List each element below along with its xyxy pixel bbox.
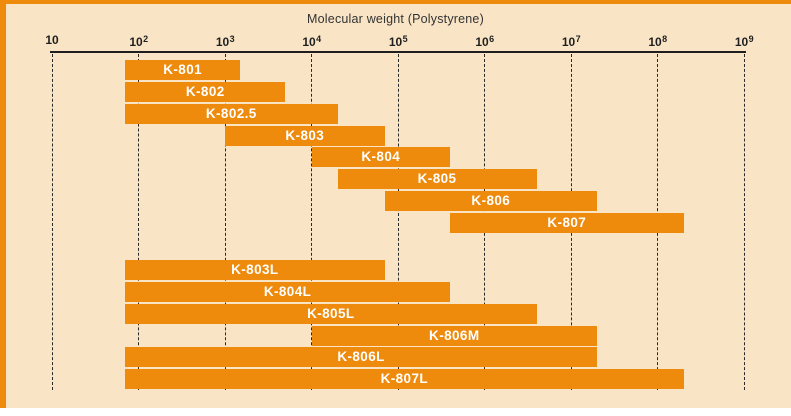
frame-top-border — [0, 0, 791, 4]
x-tick-label: 105 — [388, 34, 408, 49]
range-bar-k-807l: K-807L — [125, 369, 684, 389]
chart-title: Molecular weight (Polystyrene) — [307, 12, 484, 26]
decade-gridline — [397, 54, 399, 390]
range-bar-k-806l: K-806L — [125, 347, 598, 367]
x-tick-label: 103 — [215, 34, 235, 49]
x-tick-label: 102 — [129, 34, 149, 49]
decade-gridline — [743, 54, 745, 390]
x-tick-label: 107 — [561, 34, 581, 49]
decade-gridline — [311, 54, 312, 390]
range-bar-k-803l: K-803L — [125, 260, 385, 280]
x-tick-label: 108 — [648, 34, 668, 49]
x-tick-label: 106 — [475, 34, 495, 49]
range-bar-k-806: K-806 — [384, 191, 598, 211]
decade-gridline — [224, 54, 226, 390]
x-tick-label: 10 — [45, 33, 59, 47]
range-bar-k-801: K-801 — [125, 60, 241, 80]
range-bar-k-803: K-803 — [225, 126, 385, 146]
range-bar-k-804: K-804 — [311, 147, 451, 167]
range-bar-k-805: K-805 — [337, 169, 537, 189]
frame-left-border — [0, 0, 6, 408]
x-axis-line — [50, 51, 746, 53]
range-bar-k-806m: K-806M — [311, 326, 598, 346]
decade-gridline — [138, 54, 139, 390]
x-tick-label: 104 — [302, 34, 322, 49]
decade-gridline — [51, 54, 53, 390]
range-bar-k-807: K-807 — [450, 213, 684, 233]
range-bar-k-804l: K-804L — [125, 282, 451, 302]
range-bar-k-805l: K-805L — [125, 304, 537, 324]
range-bar-k-802.5: K-802.5 — [125, 104, 338, 124]
range-bar-k-802: K-802 — [125, 82, 286, 102]
x-tick-label: 109 — [734, 34, 754, 49]
